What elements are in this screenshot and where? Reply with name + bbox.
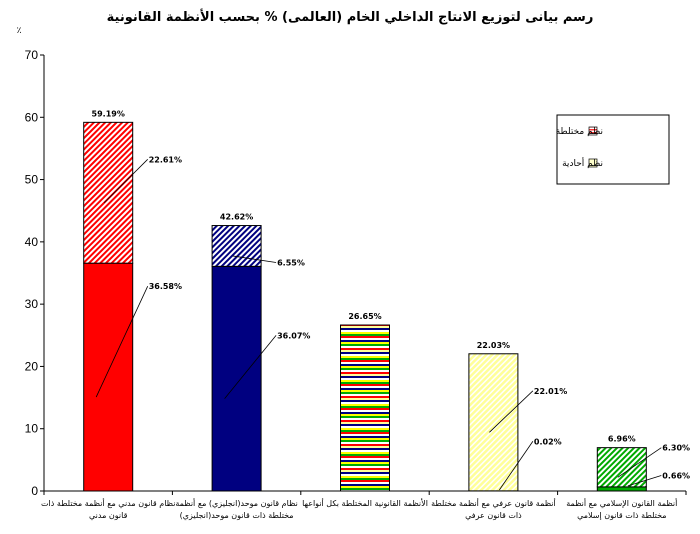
leader-line xyxy=(489,390,534,433)
bar-segment-single xyxy=(211,265,262,492)
total-label: 26.65% xyxy=(348,312,381,321)
leader-line xyxy=(224,335,277,399)
segment-label-mixed: 6.30% xyxy=(662,444,690,453)
leader-line xyxy=(103,159,148,204)
segment-label-single: 36.07% xyxy=(277,331,310,340)
segment-label-mixed: 6.55% xyxy=(277,259,305,268)
category-labels: نظام قانون مدني مع أنظمة مختلطة ذات قانون… xyxy=(41,498,677,521)
category-label: أنظمة قانون عرفي مع أنظمة مختلطة xyxy=(431,498,556,508)
category-label: نظام قانون مدني مع أنظمة مختلطة ذات xyxy=(41,498,175,508)
axes: 0 10 20 30 40 50 60 70 xyxy=(25,48,687,498)
legend-label-single: نظم أحادية xyxy=(562,157,603,169)
y-tick-label: 40 xyxy=(25,235,39,249)
category-label: أنظمة القانون الإسلامي مع أنظمة xyxy=(566,498,677,509)
category-label: ذات قانون عرفي xyxy=(465,511,522,520)
legend-label-mixed: نظم مختلطة xyxy=(556,127,603,137)
leader-line xyxy=(232,255,277,263)
segment-label-mixed: 22.61% xyxy=(149,155,182,164)
category-label: نظام قانون موحد(انجليزي) مع أنظمة xyxy=(175,498,297,508)
legend-box xyxy=(556,114,670,185)
chart-title: رسم بيانى لتوزيع الانتاج الداخلي الخام (… xyxy=(107,8,594,25)
total-label: 42.62% xyxy=(220,213,253,222)
total-label: 22.03% xyxy=(477,341,510,350)
bars xyxy=(83,121,647,492)
bar-segment-mixed xyxy=(468,353,519,492)
leader-line xyxy=(617,447,662,478)
category-label: مختلطة ذات قانون موحد(انجليزي) xyxy=(180,511,294,520)
legend-swatch-mixed xyxy=(588,126,598,136)
leader-line xyxy=(499,441,534,491)
y-tick-label: 0 xyxy=(31,484,38,498)
bar-segment-single xyxy=(83,262,134,492)
bar-segment-single xyxy=(596,486,647,492)
segment-label-single: 0.66% xyxy=(662,472,690,481)
bar-segment-mixed xyxy=(83,121,134,264)
y-tick-label: 10 xyxy=(25,422,39,436)
bar-segment-mixed xyxy=(340,324,390,492)
y-tick-label: 50 xyxy=(25,173,39,187)
category-label: قانون مدني xyxy=(89,511,128,520)
total-label: 59.19% xyxy=(92,109,125,118)
data-labels: 59.19% 22.61% 36.58% 42.62% 6.55% 36.07% 26.65… xyxy=(92,109,690,491)
leader-line xyxy=(95,285,149,398)
category-label: الأنظمة القانونية المختلطة بكل أنواعها xyxy=(302,498,428,508)
y-tick-label: 30 xyxy=(25,297,39,311)
segment-label-single: 0.02% xyxy=(534,437,562,446)
y-axis-unit: ٪ xyxy=(17,26,22,36)
y-tick-label: 60 xyxy=(25,110,39,124)
segment-label-single: 36.58% xyxy=(149,282,182,291)
y-tick-label: 70 xyxy=(25,48,39,62)
legend-swatch-single xyxy=(588,158,598,168)
y-tick-label: 20 xyxy=(25,359,39,373)
leader-line xyxy=(627,475,662,487)
legend: نظم مختلطة نظم أحادية xyxy=(556,114,670,185)
category-label: مختلطة ذات قانون إسلامي xyxy=(577,511,666,521)
bar-segment-mixed xyxy=(211,225,262,267)
bar-segment-mixed xyxy=(596,447,647,488)
segment-label-mixed: 22.01% xyxy=(534,387,567,396)
total-label: 6.96% xyxy=(608,435,636,444)
